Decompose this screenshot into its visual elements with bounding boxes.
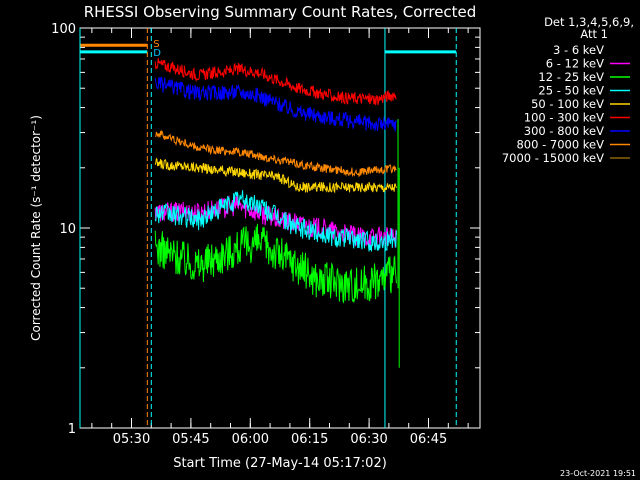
legend-label: 25 - 50 keV — [538, 84, 604, 98]
y-tick-label: 10 — [59, 222, 76, 237]
series-line-4 — [154, 157, 397, 194]
legend-label: 6 - 12 keV — [546, 57, 604, 71]
x-tick-label: 05:45 — [172, 432, 209, 447]
y-tick-label: 1 — [68, 422, 76, 437]
generated-timestamp: 23-Oct-2021 19:51 — [560, 469, 636, 478]
legend-label: 300 - 800 keV — [524, 124, 604, 138]
x-tick-label: 06:45 — [410, 432, 447, 447]
legend-label: 7000 - 15000 keV — [502, 151, 604, 165]
x-axis-label: Start Time (27-May-14 05:17:02) — [173, 456, 387, 471]
legend-subheader: Att 1 — [580, 27, 608, 41]
annotation-label: S — [153, 39, 159, 50]
series-line-6 — [154, 76, 397, 132]
y-axis-label: Corrected Count Rate (s⁻¹ detector⁻¹) — [29, 115, 43, 341]
legend-label: 100 - 300 keV — [524, 111, 604, 125]
legend-label: 12 - 25 keV — [538, 70, 604, 84]
annotation-label: D — [153, 48, 161, 59]
series-line-5 — [154, 58, 397, 106]
chart-title: RHESSI Observing Summary Count Rates, Co… — [84, 3, 477, 21]
series-line-3 — [154, 190, 397, 252]
series-line-2 — [154, 223, 397, 304]
legend-header: Det 1,3,4,5,6,9, — [544, 15, 634, 29]
x-tick-label: 05:30 — [113, 432, 150, 447]
plot-area: 05:30 05:45 06:00 06:15 06:30 06:45 1 10 100 SD — [51, 22, 481, 447]
legend-label: 800 - 7000 keV — [516, 138, 604, 152]
y-tick-label: 100 — [51, 22, 76, 37]
x-tick-label: 06:15 — [291, 432, 328, 447]
x-tick-label: 06:30 — [350, 432, 387, 447]
legend-label: 50 - 100 keV — [531, 97, 604, 111]
series-line-7 — [155, 129, 397, 178]
x-tick-label: 06:00 — [232, 432, 269, 447]
legend-label: 3 - 6 keV — [553, 43, 604, 57]
